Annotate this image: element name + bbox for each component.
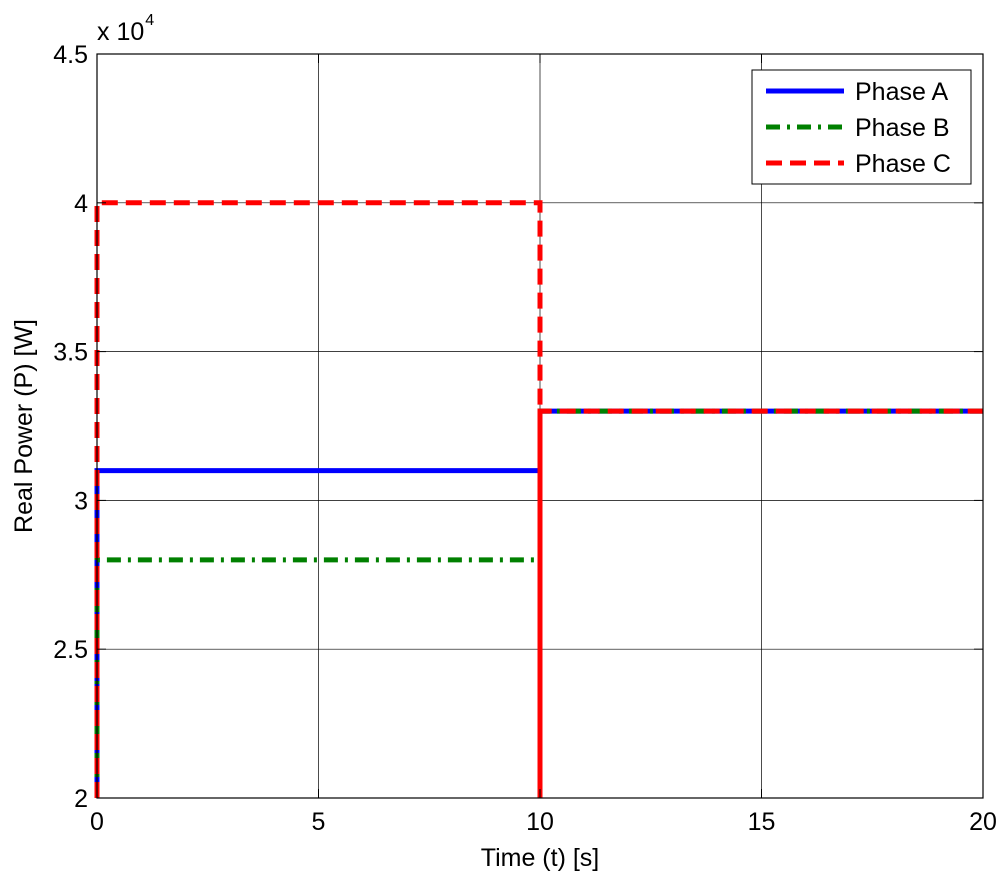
y-tick-label: 4.5 (53, 41, 88, 69)
legend-label-phase-b: Phase B (855, 114, 950, 142)
legend-label-phase-c: Phase C (855, 150, 951, 178)
y-tick-label: 3 (74, 487, 88, 515)
x-tick-label: 0 (90, 808, 104, 836)
y-multiplier-exponent: 4 (145, 12, 154, 29)
x-tick-label: 10 (526, 808, 554, 836)
x-tick-label: 20 (969, 808, 997, 836)
y-tick-label: 3.5 (53, 339, 88, 367)
x-tick-label: 15 (748, 808, 776, 836)
y-multiplier-base: x 10 (97, 18, 144, 46)
x-tick-label: 5 (312, 808, 326, 836)
x-axis-label: Time (t) [s] (481, 844, 600, 872)
y-axis-label: Real Power (P) [W] (10, 319, 38, 533)
y-axis-multiplier: x 104 (97, 12, 154, 46)
y-tick-label: 2.5 (53, 636, 88, 664)
ticks: 0 5 10 15 20 2 2.5 3 3.5 4 4.5 (53, 41, 997, 836)
legend-label-phase-a: Phase A (855, 78, 948, 106)
y-tick-label: 4 (74, 190, 88, 218)
legend: Phase A Phase B Phase C (751, 69, 972, 185)
y-tick-label: 2 (74, 785, 88, 813)
